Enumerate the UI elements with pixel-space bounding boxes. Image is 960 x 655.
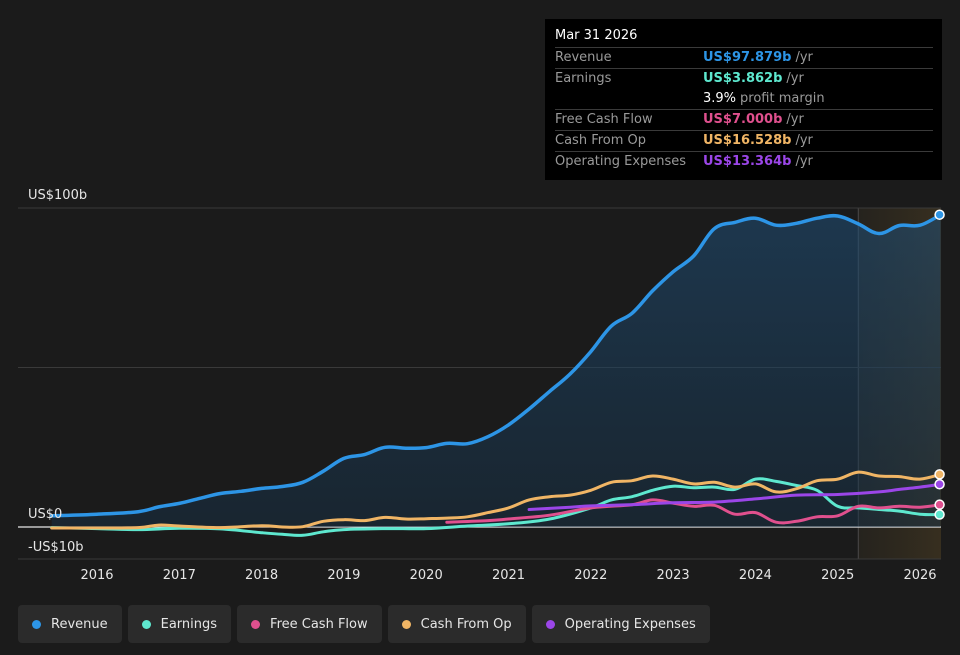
x-tick-label: 2018: [245, 568, 278, 583]
end-marker-cash-from-op: [934, 469, 945, 480]
tooltip-label: Operating Expenses: [555, 154, 687, 169]
y-axis-labels: US$100b US$0 -US$10b: [28, 188, 87, 555]
tooltip-unit: /yr: [786, 112, 804, 127]
end-markers: [934, 209, 945, 520]
tooltip-unit: /yr: [795, 50, 813, 65]
legend-dot-icon: [32, 619, 41, 629]
tooltip-value: US$7.000b: [703, 112, 783, 127]
tooltip-label: Earnings: [555, 71, 612, 86]
profit-margin-label: profit margin: [740, 91, 825, 106]
x-tick-label: 2020: [410, 568, 443, 583]
tooltip-row-margin: 3.9% profit margin: [555, 89, 933, 109]
series-line-revenue: [49, 212, 943, 518]
x-tick-label: 2021: [492, 568, 525, 583]
tooltip-unit: /yr: [795, 133, 813, 148]
y-tick-label: US$0: [28, 507, 62, 522]
legend-label: Cash From Op: [420, 616, 512, 632]
x-tick-label: 2019: [327, 568, 360, 583]
tooltip-panel: Mar 31 2026 Revenue US$97.879b /yr Earni…: [545, 19, 942, 180]
legend-label: Free Cash Flow: [270, 616, 368, 632]
legend-item-operating-expenses[interactable]: Operating Expenses: [531, 605, 710, 643]
tooltip-row-fcf: Free Cash Flow US$7.000b /yr: [555, 109, 933, 130]
tooltip-label: Free Cash Flow: [555, 112, 653, 127]
tooltip-date: Mar 31 2026: [555, 28, 638, 43]
legend-item-free-cash-flow[interactable]: Free Cash Flow: [237, 605, 382, 643]
series-line-free-cash-flow: [445, 498, 943, 525]
tooltip-unit: /yr: [795, 154, 813, 169]
legend-dot-icon: [545, 619, 555, 629]
tooltip-label: Revenue: [555, 50, 612, 65]
legend-dot-icon: [401, 619, 411, 629]
legend-item-earnings[interactable]: Earnings: [127, 605, 232, 643]
legend: Revenue Earnings Free Cash Flow Cash Fro…: [18, 605, 710, 643]
legend-label: Revenue: [51, 616, 108, 632]
x-tick-label: 2024: [739, 568, 772, 583]
series-lines: [49, 212, 943, 537]
legend-label: Operating Expenses: [564, 616, 696, 632]
tooltip-value: US$13.364b: [703, 154, 792, 169]
tooltip-row-earnings: Earnings US$3.862b /yr: [555, 68, 933, 89]
legend-dot-icon: [251, 619, 261, 629]
revenue-area-fill: [51, 214, 941, 527]
series-line-cash-from-op: [50, 470, 943, 530]
end-marker-earnings: [934, 509, 945, 520]
x-tick-label: 2025: [821, 568, 854, 583]
x-tick-label: 2022: [574, 568, 607, 583]
x-tick-label: 2017: [163, 568, 196, 583]
end-marker-operating-expenses: [934, 479, 945, 490]
y-tick-label: -US$10b: [28, 540, 84, 555]
x-axis-labels: 2016 2017 2018 2019 2020 2021 2022 2023 2024 2025…: [80, 568, 936, 583]
x-tick-label: 2016: [80, 568, 113, 583]
tooltip-row-revenue: Revenue US$97.879b /yr: [555, 47, 933, 68]
end-marker-revenue: [934, 209, 945, 220]
series-line-operating-expenses: [527, 482, 943, 511]
tooltip-value: US$97.879b: [703, 50, 792, 65]
end-marker-free-cash-flow: [934, 499, 945, 510]
legend-dot-icon: [141, 619, 151, 629]
tooltip-row-cfo: Cash From Op US$16.528b /yr: [555, 130, 933, 151]
legend-item-cash-from-op[interactable]: Cash From Op: [387, 605, 526, 643]
legend-item-revenue[interactable]: Revenue: [18, 605, 122, 643]
tooltip-label: Cash From Op: [555, 133, 647, 148]
legend-label: Earnings: [160, 616, 218, 632]
x-tick-label: 2023: [657, 568, 690, 583]
series-line-earnings: [50, 477, 943, 537]
tooltip-value: US$3.862b: [703, 71, 783, 86]
tooltip-value: US$16.528b: [703, 133, 792, 148]
tooltip-unit: /yr: [786, 71, 804, 86]
tooltip-row-opex: Operating Expenses US$13.364b /yr: [555, 151, 933, 172]
profit-margin-value: 3.9%: [703, 91, 737, 106]
revenue-area: [51, 214, 941, 527]
x-tick-label: 2026: [903, 568, 936, 583]
y-tick-label: US$100b: [28, 188, 87, 203]
